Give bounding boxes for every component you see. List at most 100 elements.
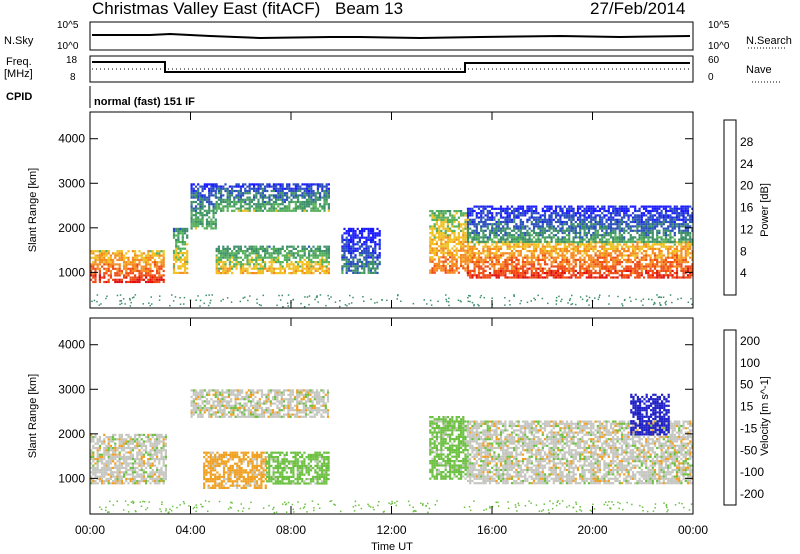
cell-power-8: [656, 240, 659, 243]
cell-power-4: [292, 247, 295, 250]
cell-power-8: [603, 207, 606, 210]
cell-power-8: [480, 218, 483, 221]
noise-cell: [316, 296, 318, 298]
cell-power-8: [543, 209, 547, 213]
cell-power-8: [554, 214, 558, 217]
cell-power-7: [627, 276, 630, 279]
cell-power-8: [590, 227, 593, 230]
cell-power-5: [345, 236, 348, 239]
cell-power-6: [462, 236, 465, 239]
cell-power-7: [634, 245, 637, 248]
cell-power-8: [524, 236, 527, 239]
cell-power-8: [667, 225, 670, 228]
cell-power-1: [172, 269, 176, 272]
cell-power-5: [378, 230, 381, 233]
cell-power-5: [372, 256, 375, 259]
cell-power-3: [310, 189, 313, 193]
cell-power-7: [484, 243, 487, 246]
cell-power-6: [444, 243, 447, 246]
cell-power-5: [372, 252, 375, 255]
cell-power-7: [568, 272, 571, 275]
cell-power-7: [510, 252, 514, 255]
cell-power-7: [583, 245, 586, 248]
cell-power-4: [325, 247, 328, 250]
cell-power-6: [435, 262, 438, 265]
cell-power-8: [612, 227, 615, 230]
cell-power-0: [138, 280, 141, 284]
cell-power-8: [508, 231, 511, 235]
cell-power-3: [290, 200, 293, 204]
cell-power-8: [623, 240, 626, 243]
cell-power-7: [675, 265, 679, 268]
cell-power-4: [222, 252, 225, 255]
cell-power-6: [435, 254, 438, 257]
cell-power-8: [570, 227, 573, 230]
cell-power-5: [358, 241, 361, 244]
cell-power-7: [557, 263, 560, 266]
cell-power-3: [261, 194, 264, 197]
cell-power-6: [438, 229, 441, 232]
cell-power-4: [246, 269, 249, 272]
noise-cell: [346, 305, 348, 307]
cell-power-8: [684, 240, 687, 243]
cell-power-8: [546, 225, 549, 228]
cell-power-7: [689, 252, 692, 255]
cell-power-7: [488, 245, 492, 248]
cell-power-8: [554, 238, 558, 241]
cell-power-7: [475, 274, 478, 277]
cell-power-7: [682, 261, 685, 264]
cell-power-3: [253, 207, 256, 210]
cell-power-4: [305, 267, 308, 270]
cell-power-1: [183, 258, 187, 261]
cell-power-0: [138, 274, 141, 277]
cell-power-7: [590, 265, 593, 268]
cell-power-0: [107, 267, 110, 270]
cell-power-7: [521, 245, 525, 248]
cell-power-8: [627, 214, 630, 217]
cell-power-1: [172, 227, 176, 230]
cell-power-0: [123, 263, 126, 266]
cell-power-1: [186, 267, 189, 270]
cell-power-8: [594, 207, 597, 210]
cell-power-8: [686, 205, 690, 208]
cell-power-7: [647, 272, 650, 275]
cell-power-8: [614, 220, 617, 224]
cell-power-3: [308, 203, 311, 206]
cell-power-7: [594, 252, 597, 255]
cell-power-8: [642, 231, 646, 235]
cell-power-8: [528, 234, 531, 237]
cell-power-8: [466, 225, 470, 228]
cell-power-8: [506, 225, 509, 228]
cell-power-8: [477, 240, 481, 243]
cell-power-8: [550, 220, 553, 224]
cell-power-8: [614, 223, 617, 226]
cell-power-6: [451, 216, 454, 219]
cell-power-8: [662, 218, 665, 221]
cell-power-8: [550, 236, 553, 239]
cell-power-8: [502, 209, 505, 213]
cell-power-3: [257, 209, 260, 212]
cell-power-7: [594, 265, 597, 268]
cell-power-8: [502, 207, 505, 210]
cell-power-5: [345, 230, 348, 233]
noise-cell: [617, 295, 619, 298]
cell-power-8: [482, 236, 485, 239]
cell-power-7: [493, 267, 496, 270]
cell-power-4: [224, 250, 227, 253]
cell-power-0: [153, 274, 156, 277]
cell-power-0: [140, 272, 143, 275]
cell-power-7: [521, 265, 525, 268]
cell-power-6: [444, 247, 447, 250]
cell-power-7: [546, 252, 549, 255]
cell-power-7: [554, 245, 558, 248]
cell-power-8: [493, 229, 496, 232]
cell-power-7: [475, 252, 478, 255]
cell-power-0: [151, 252, 154, 255]
cell-power-7: [508, 272, 511, 275]
cell-power-7: [598, 252, 602, 255]
cell-power-6: [460, 260, 463, 263]
cell-power-7: [510, 276, 514, 279]
cell-power-2: [192, 200, 195, 204]
cell-power-4: [292, 272, 295, 275]
cell-power-3: [228, 189, 231, 193]
